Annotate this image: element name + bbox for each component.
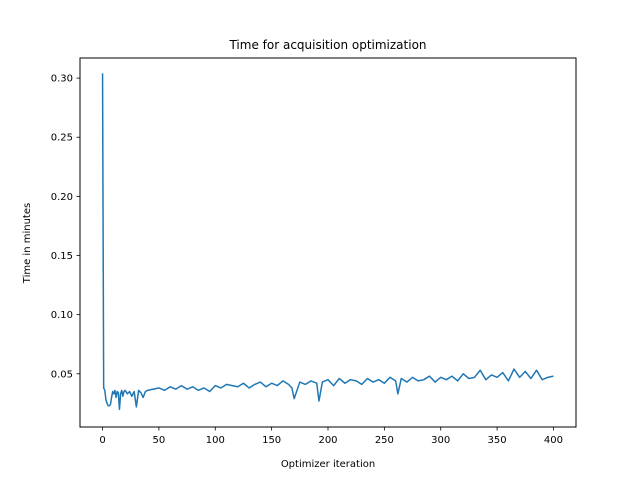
x-tick-label: 300 <box>431 435 450 446</box>
y-tick-label: 0.10 <box>51 310 73 321</box>
x-tick-label: 400 <box>544 435 563 446</box>
y-tick-label: 0.20 <box>51 192 73 203</box>
y-tick-label: 0.25 <box>51 133 73 144</box>
y-axis-label: Time in minutes <box>22 203 33 284</box>
x-tick-label: 350 <box>488 435 507 446</box>
y-tick-label: 0.05 <box>51 369 73 380</box>
y-tick-label: 0.30 <box>51 74 73 85</box>
x-axis: 0 50 100 150 200 250 300 350 400 <box>99 427 563 446</box>
x-tick-label: 200 <box>318 435 337 446</box>
series-line <box>101 73 554 411</box>
x-tick-label: 0 <box>99 435 105 446</box>
x-tick-label: 50 <box>153 435 166 446</box>
x-tick-label: 100 <box>206 435 225 446</box>
x-axis-label: Optimizer iteration <box>281 459 375 470</box>
plot-area <box>101 73 554 411</box>
y-axis: 0.05 0.10 0.15 0.20 0.25 0.30 <box>51 74 80 380</box>
x-tick-label: 150 <box>262 435 281 446</box>
y-tick-label: 0.15 <box>51 251 73 262</box>
chart-title: Time for acquisition optimization <box>228 38 426 52</box>
x-tick-label: 250 <box>375 435 394 446</box>
